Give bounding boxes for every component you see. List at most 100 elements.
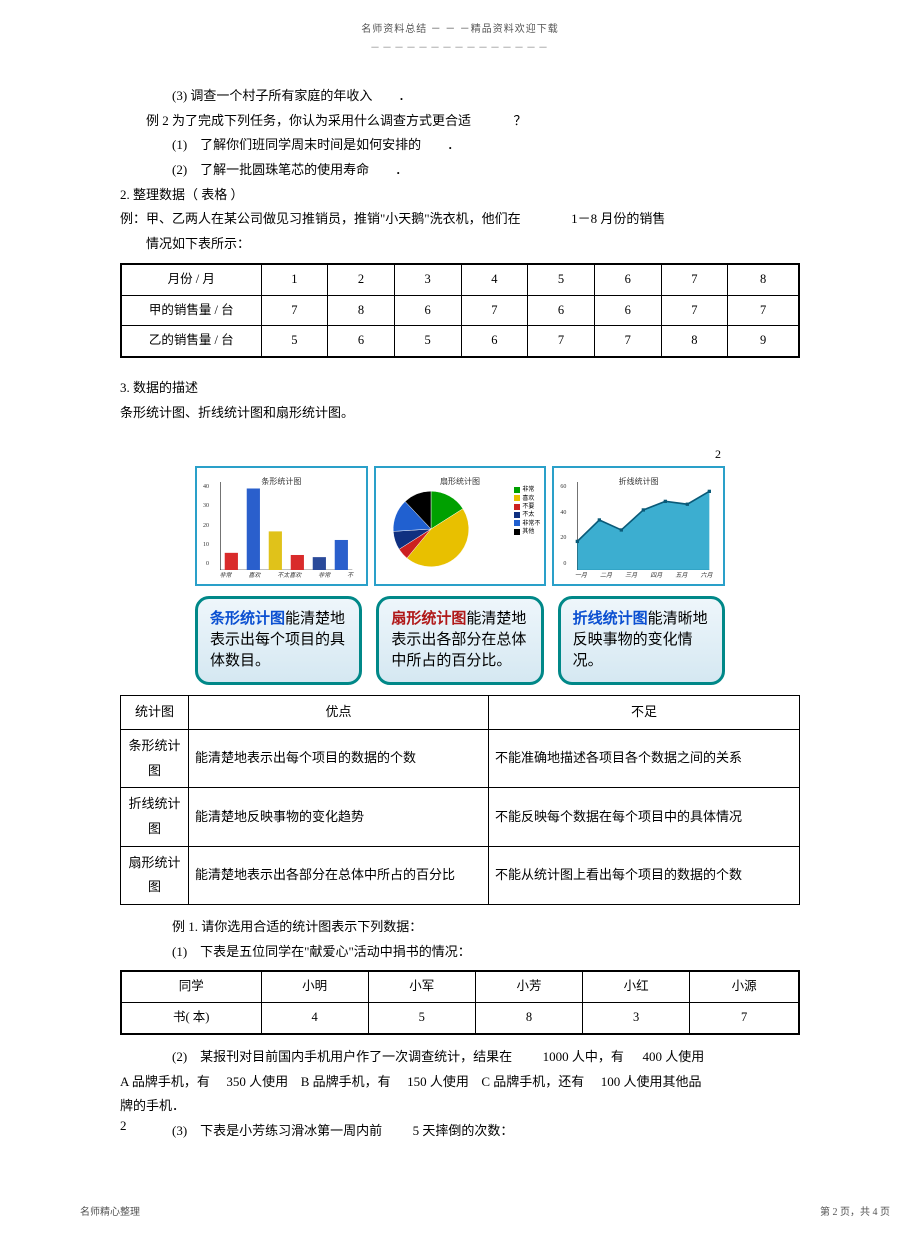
- books-table: 同学 小明 小军 小芳 小红 小源 书( 本) 4 5 8 3 7: [120, 970, 800, 1035]
- table-cell: 7: [528, 326, 595, 357]
- table-cell: 能清楚地反映事物的变化趋势: [189, 788, 489, 846]
- table-header: 8: [728, 264, 799, 295]
- table-cell: 能清楚地表示出每个项目的数据的个数: [189, 729, 489, 787]
- table-cell: 5: [261, 326, 328, 357]
- text: (3) 下表是小芳练习滑冰第一周内前: [172, 1123, 382, 1138]
- text: A 品牌手机，有: [120, 1074, 210, 1089]
- text-line: (1) 下表是五位同学在"献爱心"活动中捐书的情况：: [120, 940, 800, 965]
- compare-table: 统计图 优点 不足 条形统计图 能清楚地表示出每个项目的数据的个数 不能准确地描…: [120, 695, 800, 905]
- table-cell: 书( 本): [121, 1003, 261, 1034]
- text: 400 人使用: [642, 1049, 704, 1064]
- text-line: A 品牌手机，有 350 人使用 B 品牌手机，有 150 人使用 C 品牌手机…: [120, 1070, 800, 1095]
- table-header: 2: [328, 264, 395, 295]
- desc-title: 折线统计图: [573, 611, 648, 627]
- sales-table: 月份 / 月 1 2 3 4 5 6 7 8 甲的销售量 / 台 7 8 6 7…: [120, 263, 800, 358]
- line-chart: 折线统计图 60 40 20 0 一月 二月 三月 四月 五月 六月: [552, 466, 725, 586]
- document-body: (3) 调查一个村子所有家庭的年收入 ． 例 2 为了完成下列任务，你认为采用什…: [120, 84, 800, 1144]
- table-header: 小红: [583, 971, 690, 1002]
- text: 例 2 为了完成下列任务，你认为采用什么调查方式更合适: [146, 113, 471, 128]
- table-cell: 7: [728, 295, 799, 326]
- text: 350 人使用: [226, 1074, 288, 1089]
- page-footer: 名师精心整理 第 2 页，共 4 页: [80, 1203, 890, 1218]
- table-header: 7: [661, 264, 728, 295]
- table-cell: 8: [475, 1003, 582, 1034]
- page-number: 2: [120, 1118, 127, 1134]
- table-row: 条形统计图 能清楚地表示出每个项目的数据的个数 不能准确地描述各项目各个数据之间…: [121, 729, 800, 787]
- table-cell: 9: [728, 326, 799, 357]
- footer-right: 第 2 页，共 4 页: [820, 1203, 890, 1218]
- text: B 品牌手机，有: [301, 1074, 391, 1089]
- bar-chart: 条形统计图 40 30 20 10 0 非常 喜欢 不太喜欢 非常 不: [195, 466, 368, 586]
- table-header: 同学: [121, 971, 261, 1002]
- table-cell: 8: [328, 295, 395, 326]
- table-header: 小明: [261, 971, 368, 1002]
- table-header: 3: [394, 264, 461, 295]
- x-axis-labels: 一月 二月 三月 四月 五月 六月: [568, 571, 719, 582]
- bar-chart-svg: [211, 482, 362, 570]
- figure-label: 2: [195, 443, 725, 466]
- text: (2) 某报刊对目前国内手机用户作了一次调查统计，结果在: [172, 1049, 512, 1064]
- table-cell: 8: [661, 326, 728, 357]
- table-row: 扇形统计图 能清楚地表示出各部分在总体中所占的百分比 不能从统计图上看出每个项目…: [121, 846, 800, 904]
- table-cell: 6: [328, 326, 395, 357]
- line-chart-svg: [568, 482, 719, 570]
- pie-chart: 扇形统计图 非常喜欢不要不太非常不其他: [374, 466, 547, 586]
- table-cell: 6: [461, 326, 528, 357]
- charts-figure: 2 条形统计图 40 30 20 10 0 非常 喜欢: [195, 443, 725, 685]
- x-axis-labels: 非常 喜欢 不太喜欢 非常 不: [211, 571, 362, 582]
- table-cell: 能清楚地表示出各部分在总体中所占的百分比: [189, 846, 489, 904]
- text-line: 条形统计图、折线统计图和扇形统计图。: [120, 401, 800, 426]
- text-line: 例 2 为了完成下列任务，你认为采用什么调查方式更合适 ？: [120, 109, 800, 134]
- table-row: 月份 / 月 1 2 3 4 5 6 7 8: [121, 264, 799, 295]
- table-cell: 甲的销售量 / 台: [121, 295, 261, 326]
- table-cell: 不能准确地描述各项目各个数据之间的关系: [489, 729, 800, 787]
- desc-title: 扇形统计图: [391, 611, 466, 627]
- text: 1－8 月份的销售: [571, 211, 665, 226]
- text: 100 人使用其他品: [601, 1074, 702, 1089]
- table-cell: 折线统计图: [121, 788, 189, 846]
- table-cell: 7: [690, 1003, 799, 1034]
- text-line: (3) 调查一个村子所有家庭的年收入 ．: [120, 84, 800, 109]
- y-axis: 40 30 20 10 0: [199, 482, 209, 570]
- table-cell: 5: [394, 326, 461, 357]
- table-row: 甲的销售量 / 台 7 8 6 7 6 6 7 7: [121, 295, 799, 326]
- text: 例：甲、乙两人在某公司做见习推销员，推销"小天鹅"洗衣机，他们在: [120, 211, 521, 226]
- table-cell: 不能反映每个数据在每个项目中的具体情况: [489, 788, 800, 846]
- table-cell: 7: [461, 295, 528, 326]
- desc-box-pie: 扇形统计图能清楚地表示出各部分在总体中所占的百分比。: [376, 596, 543, 685]
- text: 5 天摔倒的次数：: [413, 1123, 514, 1138]
- table-row: 统计图 优点 不足: [121, 696, 800, 730]
- text: C 品牌手机，还有: [481, 1074, 584, 1089]
- desc-box-bar: 条形统计图能清楚地表示出每个项目的具体数目。: [195, 596, 362, 685]
- table-header: 不足: [489, 696, 800, 730]
- section-heading: 2. 整理数据（ 表格 ）: [120, 183, 800, 208]
- table-cell: 6: [394, 295, 461, 326]
- text: ？: [514, 113, 527, 128]
- desc-box-line: 折线统计图能清晰地反映事物的变化情况。: [558, 596, 725, 685]
- text-line: 例 1. 请你选用合适的统计图表示下列数据：: [120, 915, 800, 940]
- table-header: 1: [261, 264, 328, 295]
- table-cell: 乙的销售量 / 台: [121, 326, 261, 357]
- table-header: 小源: [690, 971, 799, 1002]
- table-cell: 条形统计图: [121, 729, 189, 787]
- table-cell: 5: [368, 1003, 475, 1034]
- table-cell: 3: [583, 1003, 690, 1034]
- table-cell: 不能从统计图上看出每个项目的数据的个数: [489, 846, 800, 904]
- page-header: 名师资料总结 － － －精品资料欢迎下载: [120, 20, 800, 35]
- table-cell: 7: [261, 295, 328, 326]
- text-line: (1) 了解你们班同学周末时间是如何安排的 ．: [120, 133, 800, 158]
- table-header: 5: [528, 264, 595, 295]
- table-cell: 4: [261, 1003, 368, 1034]
- desc-title: 条形统计图: [210, 611, 285, 627]
- text: 1000 人中，有: [543, 1049, 624, 1064]
- table-header: 优点: [189, 696, 489, 730]
- table-header: 月份 / 月: [121, 264, 261, 295]
- table-row: 乙的销售量 / 台 5 6 5 6 7 7 8 9: [121, 326, 799, 357]
- section-heading: 3. 数据的描述: [120, 376, 800, 401]
- text-line: 牌的手机．: [120, 1094, 800, 1119]
- table-header: 统计图: [121, 696, 189, 730]
- text-line: (2) 某报刊对目前国内手机用户作了一次调查统计，结果在 1000 人中，有 4…: [120, 1045, 800, 1070]
- text: 150 人使用: [407, 1074, 469, 1089]
- table-header: 4: [461, 264, 528, 295]
- table-header: 小芳: [475, 971, 582, 1002]
